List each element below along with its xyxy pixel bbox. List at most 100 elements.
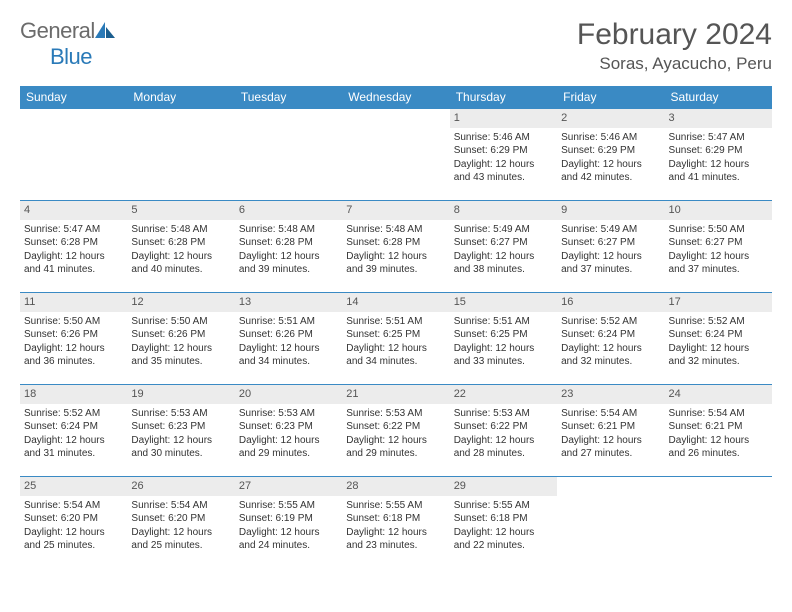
cell-text: Sunset: 6:18 PM [454,512,553,526]
calendar-cell: 5Sunrise: 5:48 AMSunset: 6:28 PMDaylight… [127,201,234,293]
cell-text: Daylight: 12 hours [669,434,768,448]
day-number: 4 [20,201,127,220]
day-number: 27 [235,477,342,496]
day-number: 16 [557,293,664,312]
day-number: 12 [127,293,234,312]
cell-text: and 27 minutes. [561,447,660,461]
cell-text: Sunrise: 5:46 AM [454,131,553,145]
cell-text: Sunset: 6:24 PM [24,420,123,434]
page-title: February 2024 [577,18,772,52]
cell-text: Daylight: 12 hours [669,250,768,264]
day-header: Saturday [665,86,772,109]
cell-text: Sunrise: 5:53 AM [454,407,553,421]
day-number: 15 [450,293,557,312]
cell-text: Sunrise: 5:52 AM [669,315,768,329]
cell-text: and 29 minutes. [346,447,445,461]
cell-text: Sunset: 6:26 PM [239,328,338,342]
day-number: 14 [342,293,449,312]
cell-text: Daylight: 12 hours [24,526,123,540]
day-number: 3 [665,109,772,128]
cell-text: Sunset: 6:26 PM [131,328,230,342]
cell-text: Sunset: 6:21 PM [669,420,768,434]
day-header: Thursday [450,86,557,109]
cell-text: Sunset: 6:22 PM [346,420,445,434]
cell-text: Daylight: 12 hours [561,250,660,264]
calendar-cell: 29Sunrise: 5:55 AMSunset: 6:18 PMDayligh… [450,477,557,569]
day-number: 9 [557,201,664,220]
calendar-cell [557,477,664,569]
calendar-cell: 9 Sunrise: 5:49 AMSunset: 6:27 PMDaylight… [557,201,664,293]
cell-text: and 26 minutes. [669,447,768,461]
day-number: 23 [557,385,664,404]
cell-text: Daylight: 12 hours [24,250,123,264]
calendar-cell: 3Sunrise: 5:47 AMSunset: 6:29 PMDaylight… [665,109,772,201]
cell-text: Daylight: 12 hours [239,250,338,264]
cell-text: and 32 minutes. [669,355,768,369]
cell-text: Sunset: 6:29 PM [561,144,660,158]
calendar-cell: 24Sunrise: 5:54 AMSunset: 6:21 PMDayligh… [665,385,772,477]
cell-text: and 35 minutes. [131,355,230,369]
calendar-row: 25Sunrise: 5:54 AMSunset: 6:20 PMDayligh… [20,477,772,569]
cell-text: and 41 minutes. [24,263,123,277]
cell-text: and 36 minutes. [24,355,123,369]
cell-text: Daylight: 12 hours [131,434,230,448]
cell-text: Sunset: 6:27 PM [561,236,660,250]
cell-text: and 37 minutes. [561,263,660,277]
cell-text: Sunset: 6:26 PM [24,328,123,342]
calendar-cell: 13Sunrise: 5:51 AMSunset: 6:26 PMDayligh… [235,293,342,385]
calendar-cell: 16Sunrise: 5:52 AMSunset: 6:24 PMDayligh… [557,293,664,385]
cell-text: and 34 minutes. [346,355,445,369]
day-number: 13 [235,293,342,312]
cell-text: Daylight: 12 hours [346,342,445,356]
day-header-row: SundayMondayTuesdayWednesdayThursdayFrid… [20,86,772,109]
cell-text: Sunrise: 5:49 AM [561,223,660,237]
header: GeneralBlue February 2024 Soras, Ayacuch… [20,18,772,74]
cell-text: Daylight: 12 hours [24,434,123,448]
calendar-row: 11Sunrise: 5:50 AMSunset: 6:26 PMDayligh… [20,293,772,385]
cell-text: Sunset: 6:25 PM [346,328,445,342]
cell-text: Sunrise: 5:53 AM [131,407,230,421]
cell-text: and 25 minutes. [131,539,230,553]
cell-text: Sunrise: 5:48 AM [239,223,338,237]
cell-text: and 22 minutes. [454,539,553,553]
cell-text: Daylight: 12 hours [669,158,768,172]
cell-text: Daylight: 12 hours [346,434,445,448]
cell-text: and 30 minutes. [131,447,230,461]
day-number: 11 [20,293,127,312]
day-header: Sunday [20,86,127,109]
cell-text: Sunrise: 5:54 AM [561,407,660,421]
day-number: 1 [450,109,557,128]
calendar-cell: 15Sunrise: 5:51 AMSunset: 6:25 PMDayligh… [450,293,557,385]
day-number: 5 [127,201,234,220]
cell-text: Sunset: 6:19 PM [239,512,338,526]
cell-text: Daylight: 12 hours [131,342,230,356]
day-number: 29 [450,477,557,496]
day-header: Tuesday [235,86,342,109]
cell-text: Sunset: 6:23 PM [239,420,338,434]
cell-text: Sunset: 6:28 PM [131,236,230,250]
cell-text: and 38 minutes. [454,263,553,277]
day-number: 20 [235,385,342,404]
day-header: Friday [557,86,664,109]
day-number: 19 [127,385,234,404]
calendar-cell: 28Sunrise: 5:55 AMSunset: 6:18 PMDayligh… [342,477,449,569]
cell-text: Sunrise: 5:52 AM [561,315,660,329]
cell-text: Sunset: 6:20 PM [24,512,123,526]
cell-text: and 42 minutes. [561,171,660,185]
cell-text: Sunrise: 5:55 AM [239,499,338,513]
cell-text: Sunset: 6:27 PM [454,236,553,250]
day-number: 24 [665,385,772,404]
cell-text: Daylight: 12 hours [239,434,338,448]
cell-text: Daylight: 12 hours [346,250,445,264]
cell-text: Sunrise: 5:48 AM [131,223,230,237]
day-number: 28 [342,477,449,496]
calendar-cell: 20Sunrise: 5:53 AMSunset: 6:23 PMDayligh… [235,385,342,477]
location: Soras, Ayacucho, Peru [577,54,772,74]
cell-text: Sunrise: 5:46 AM [561,131,660,145]
calendar-body: 1Sunrise: 5:46 AMSunset: 6:29 PMDaylight… [20,109,772,569]
title-block: February 2024 Soras, Ayacucho, Peru [577,18,772,74]
cell-text: Daylight: 12 hours [24,342,123,356]
day-number: 26 [127,477,234,496]
cell-text: Sunset: 6:22 PM [454,420,553,434]
calendar-cell: 2Sunrise: 5:46 AMSunset: 6:29 PMDaylight… [557,109,664,201]
